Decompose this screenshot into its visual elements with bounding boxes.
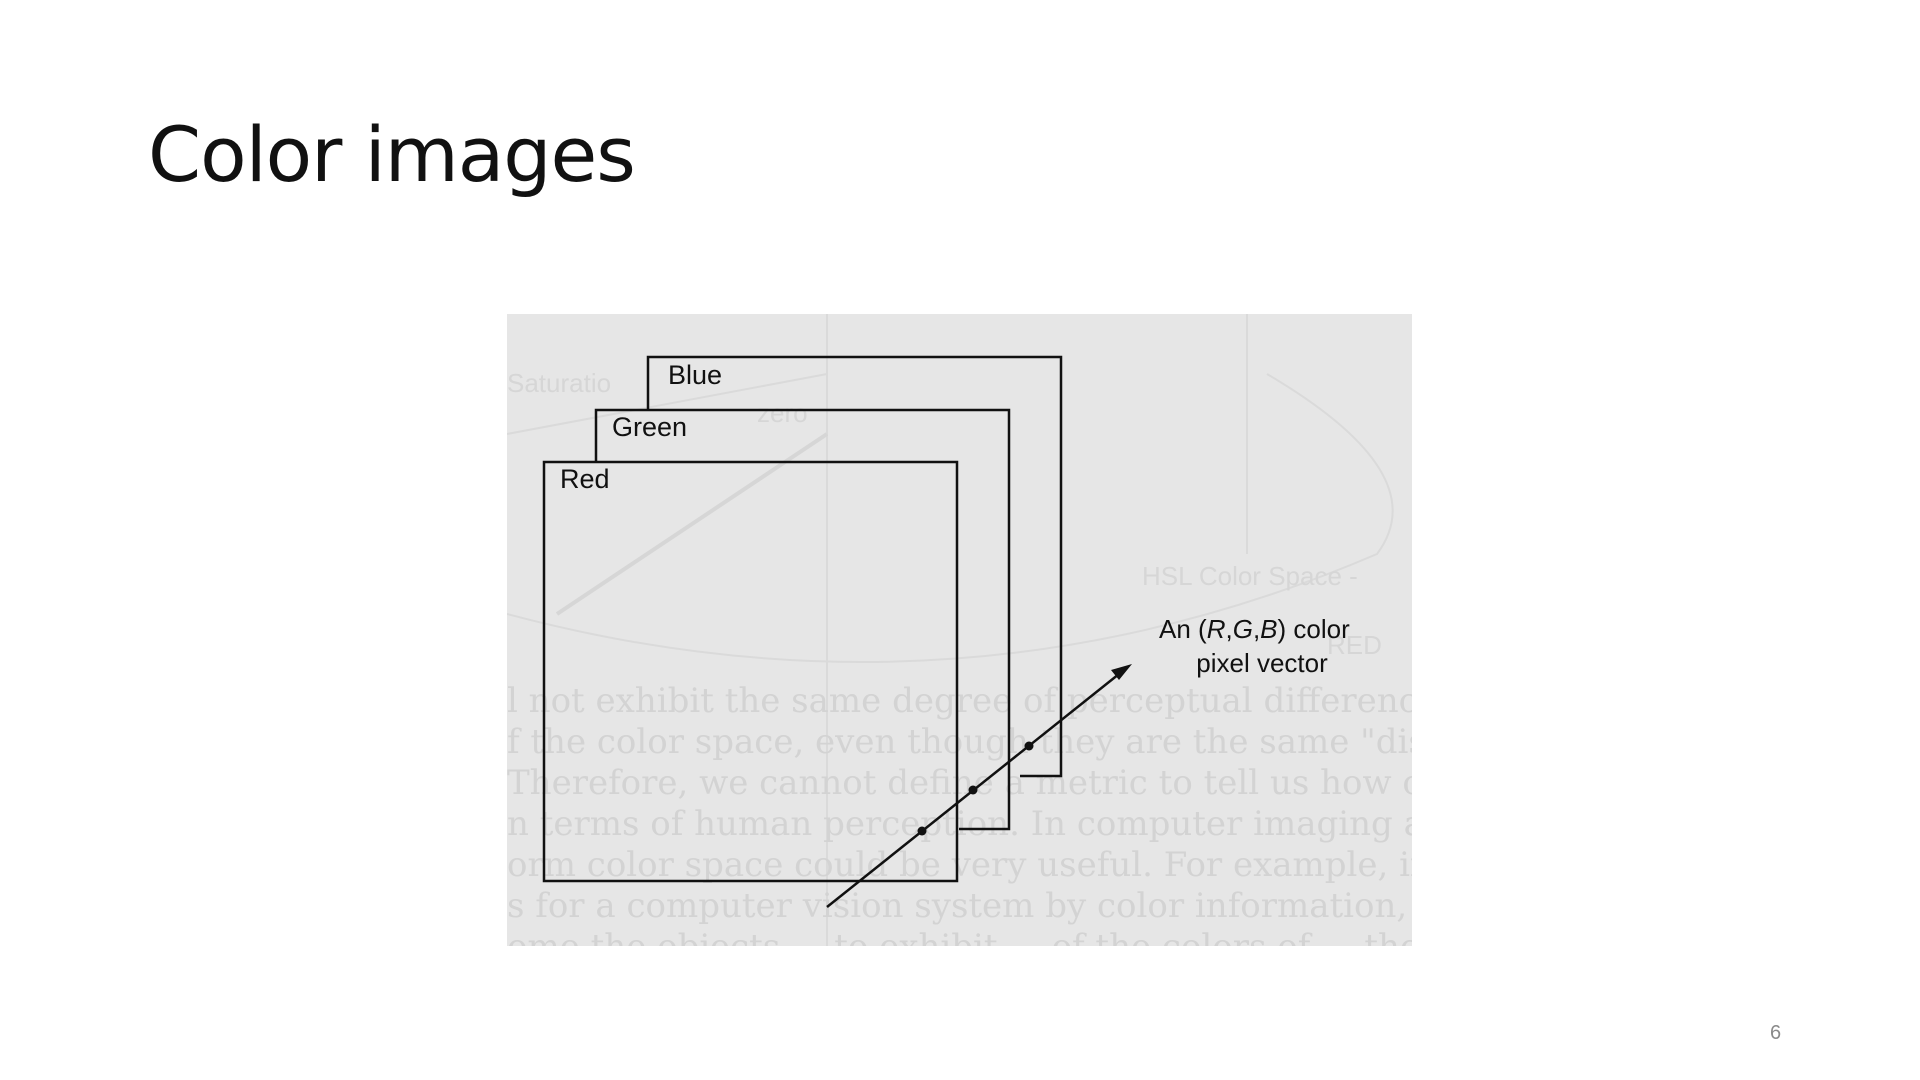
bg-label-zero: zero: [757, 398, 808, 428]
bg-text-line: Therefore, we cannot define a metric to …: [507, 763, 1412, 803]
bg-label-saturation: Saturatio: [507, 368, 611, 398]
arrowhead-icon: [1111, 664, 1132, 680]
bg-label-red: RED: [1327, 630, 1382, 660]
bg-text-line: ome the objects ... to exhibit ... of th…: [507, 927, 1412, 946]
blue-plane-label: Blue: [668, 360, 722, 390]
pixel-vector-arrow: [826, 664, 1132, 908]
bg-text-line: f the color space, even though they are …: [507, 722, 1412, 762]
bg-text-line: s for a computer vision system by color …: [507, 886, 1412, 926]
red-plane-label: Red: [560, 464, 610, 494]
bg-text-line: orm color space could be very useful. Fo…: [507, 845, 1412, 885]
page-number: 6: [1770, 1022, 1782, 1044]
background-scan: Saturatio zero HSL Color Space - RED l n…: [507, 314, 1412, 946]
vector-label-line1: An (R,G,B) color: [1159, 614, 1350, 644]
bg-label-hsl: HSL Color Space -: [1142, 561, 1358, 591]
vector-point-red: [917, 826, 927, 836]
vector-point-blue: [1024, 741, 1034, 751]
red-plane: Red: [542, 460, 959, 883]
bg-text-line: n terms of human perception. In computer…: [507, 804, 1412, 844]
green-plane: Green: [594, 408, 1011, 831]
slide-title: Color images: [148, 110, 636, 199]
rgb-planes-figure: Saturatio zero HSL Color Space - RED l n…: [507, 314, 1412, 946]
blue-plane: Blue: [646, 355, 1063, 778]
figure-drawing: Saturatio zero HSL Color Space - RED l n…: [507, 314, 1412, 946]
green-plane-label: Green: [612, 412, 687, 442]
vector-label-line2: pixel vector: [1196, 648, 1328, 678]
vector-point-green: [968, 785, 978, 795]
bg-text-line: l not exhibit the same degree of percept…: [507, 681, 1412, 721]
